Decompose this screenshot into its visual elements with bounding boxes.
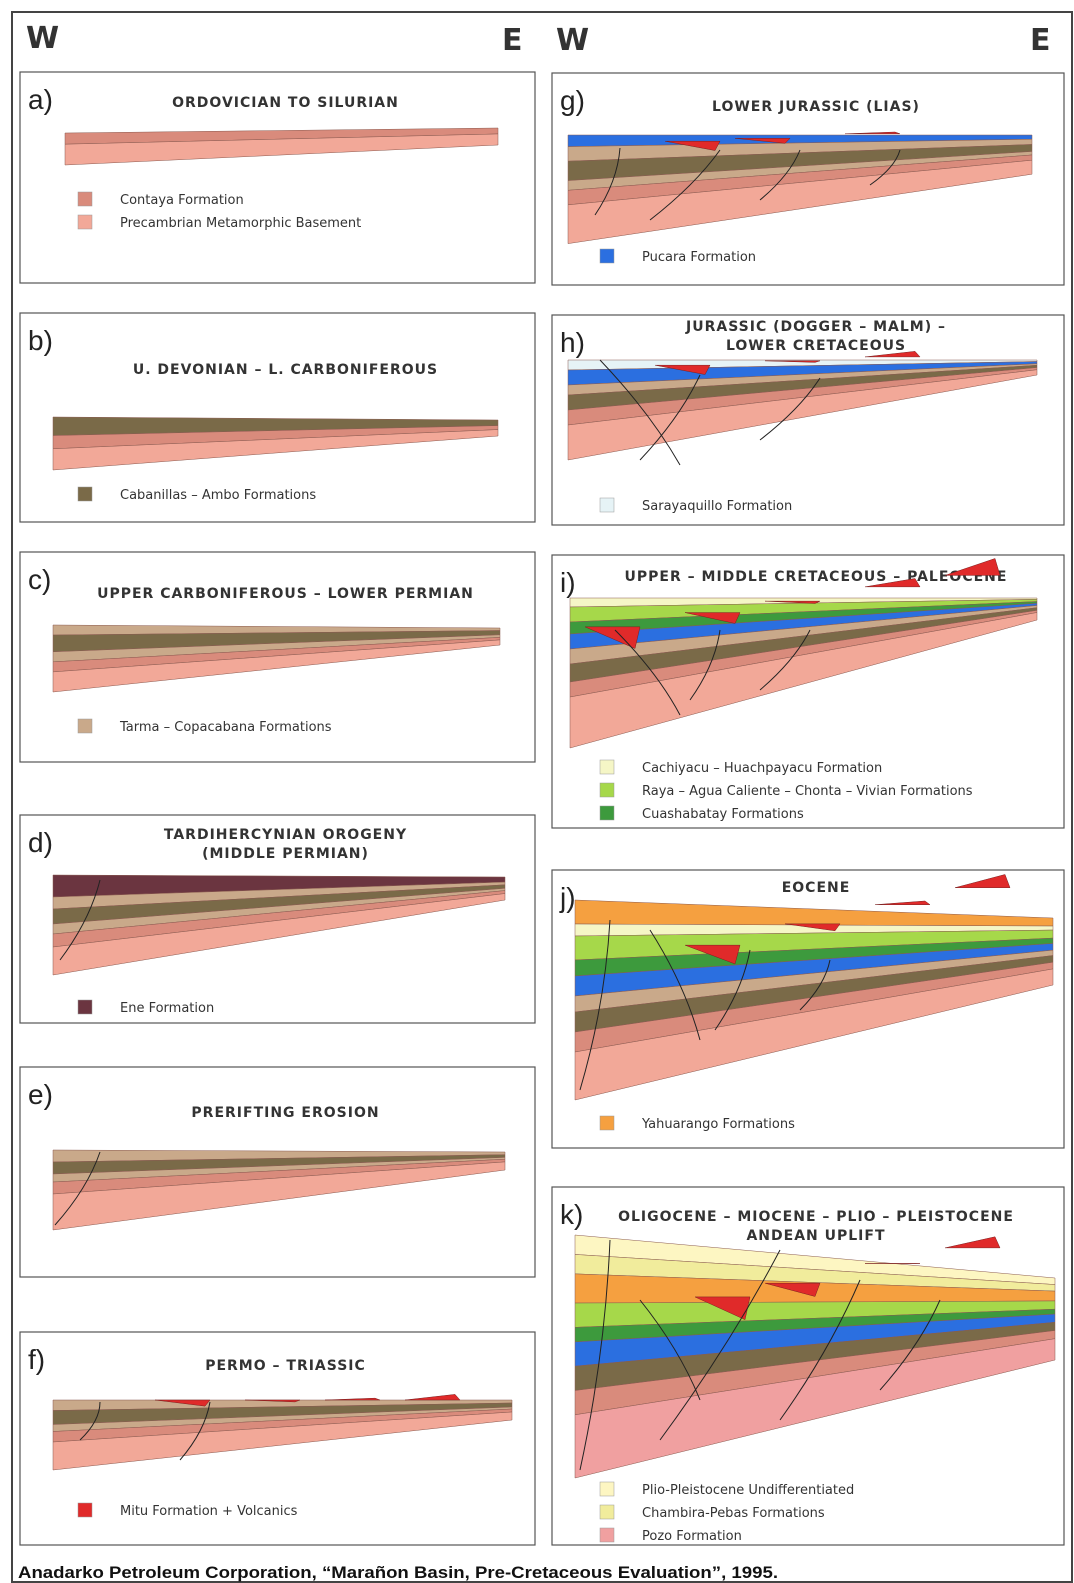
panel-title: UPPER – MIDDLE CRETACEOUS – PALEOCENE — [625, 569, 1008, 585]
legend-swatch — [78, 487, 92, 501]
legend-label: Pozo Formation — [642, 1529, 742, 1544]
caption: Anadarko Petroleum Corporation, “Marañon… — [18, 1563, 778, 1582]
legend-label: Yahuarango Formations — [641, 1117, 795, 1132]
figure: W E W E Anadarko Petroleum Corporation, … — [0, 0, 1074, 1583]
panel-letter: g) — [560, 85, 585, 116]
legend-swatch — [78, 215, 92, 229]
west-label: W — [26, 21, 59, 56]
panel-title: JURASSIC (DOGGER – MALM) – — [685, 319, 946, 335]
legend-label: Cabanillas – Ambo Formations — [120, 488, 316, 503]
panel-title: PRERIFTING EROSION — [191, 1105, 379, 1121]
legend-label: Tarma – Copacabana Formations — [119, 720, 332, 735]
legend-swatch — [600, 806, 614, 820]
panel-letter: c) — [28, 564, 51, 595]
panel-letter: e) — [28, 1079, 53, 1110]
panel-title: OLIGOCENE – MIOCENE – PLIO – PLEISTOCENE — [618, 1209, 1014, 1225]
legend-label: Plio-Pleistocene Undifferentiated — [642, 1483, 854, 1498]
legend-label: Precambrian Metamorphic Basement — [120, 216, 361, 231]
east-label: E — [1030, 23, 1051, 58]
panel-title: ANDEAN UPLIFT — [746, 1228, 885, 1244]
east-label: E — [502, 23, 523, 58]
legend-label: Mitu Formation + Volcanics — [120, 1504, 298, 1519]
panel-title: ORDOVICIAN TO SILURIAN — [172, 95, 399, 111]
legend-label: Sarayaquillo Formation — [642, 499, 792, 514]
legend-label: Raya – Agua Caliente – Chonta – Vivian F… — [642, 784, 973, 799]
legend-label: Pucara Formation — [642, 250, 756, 265]
legend-swatch — [600, 760, 614, 774]
legend-swatch — [78, 192, 92, 206]
panel-title: U. DEVONIAN – L. CARBONIFEROUS — [133, 362, 438, 378]
panel-letter: i) — [560, 567, 576, 598]
legend-label: Ene Formation — [120, 1001, 214, 1016]
legend-label: Contaya Formation — [120, 193, 244, 208]
panel-letter: f) — [28, 1344, 45, 1375]
legend-label: Chambira-Pebas Formations — [642, 1506, 825, 1521]
legend-swatch — [600, 783, 614, 797]
panel-letter: h) — [560, 327, 585, 358]
legend-swatch — [78, 719, 92, 733]
panel-title: (MIDDLE PERMIAN) — [202, 846, 369, 862]
legend-swatch — [600, 1116, 614, 1130]
panel-letter: a) — [28, 84, 53, 115]
panel-title: LOWER CRETACEOUS — [726, 338, 906, 354]
legend-label: Cuashabatay Formations — [642, 807, 804, 822]
panel-title: LOWER JURASSIC (LIAS) — [712, 99, 920, 115]
legend-swatch — [600, 1528, 614, 1542]
panel-letter: d) — [28, 827, 53, 858]
panel-title: PERMO – TRIASSIC — [205, 1358, 366, 1374]
panel-letter: j) — [559, 882, 576, 913]
legend-swatch — [600, 249, 614, 263]
legend-swatch — [600, 1505, 614, 1519]
legend-swatch — [600, 1482, 614, 1496]
legend-swatch — [78, 1503, 92, 1517]
legend-swatch — [600, 498, 614, 512]
panel-letter: k) — [560, 1199, 583, 1230]
legend-swatch — [78, 1000, 92, 1014]
panel-title: TARDIHERCYNIAN OROGENY — [164, 827, 407, 843]
legend-label: Cachiyacu – Huachpayacu Formation — [642, 761, 882, 776]
panel-letter: b) — [28, 325, 53, 356]
panel-title: EOCENE — [782, 880, 851, 896]
panel-title: UPPER CARBONIFEROUS – LOWER PERMIAN — [97, 586, 474, 602]
west-label: W — [556, 23, 589, 58]
